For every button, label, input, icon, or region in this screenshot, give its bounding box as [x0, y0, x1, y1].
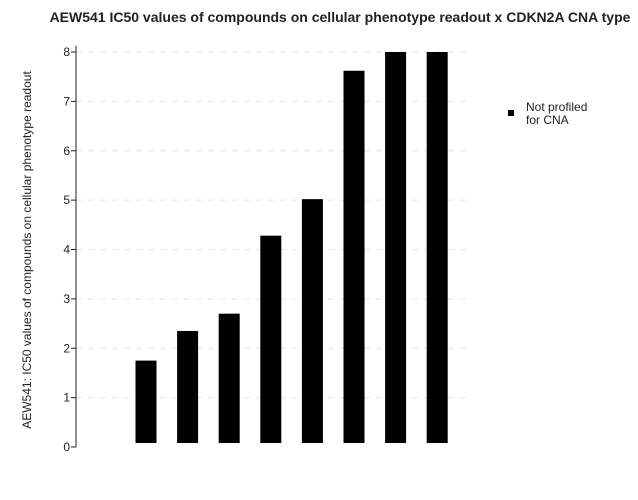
y-tick-label: 8	[63, 45, 70, 59]
y-axis-label: AEW541: IC50 values of compounds on cell…	[20, 71, 34, 429]
bar	[260, 235, 282, 443]
y-tick-label: 2	[63, 341, 70, 355]
bar	[135, 360, 157, 443]
y-tick-label: 3	[63, 292, 70, 306]
y-axis: 0 1 2 3 4 5 6 7 8	[63, 45, 77, 454]
legend-label: Not profiled	[526, 100, 587, 114]
bar	[343, 70, 365, 443]
bar	[426, 52, 448, 443]
bar	[385, 52, 407, 443]
y-tick-label: 7	[63, 94, 70, 108]
y-tick-label: 0	[63, 440, 70, 454]
y-tick-label: 1	[63, 391, 70, 405]
chart-title: AEW541 IC50 values of compounds on cellu…	[50, 9, 631, 25]
y-tick-label: 6	[63, 144, 70, 158]
legend-label: for CNA	[526, 113, 569, 127]
bar	[177, 330, 199, 443]
bar	[301, 199, 323, 443]
bars	[135, 52, 448, 443]
y-tick-label: 4	[63, 243, 70, 257]
y-tick-label: 5	[63, 193, 70, 207]
legend-marker	[508, 110, 514, 116]
bar	[218, 313, 240, 443]
